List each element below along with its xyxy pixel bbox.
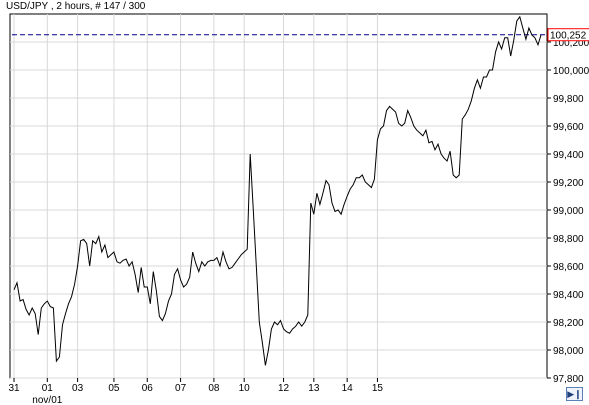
y-tick-label: 98,200 bbox=[553, 318, 584, 329]
y-tick-label: 99,200 bbox=[553, 178, 584, 189]
y-tick-label: 99,600 bbox=[553, 122, 584, 133]
current-price-badge: 100,252 bbox=[547, 28, 589, 42]
price-series bbox=[13, 15, 542, 366]
y-tick-label: 100,000 bbox=[553, 66, 589, 77]
scroll-to-end-icon: ▶❙ bbox=[567, 388, 582, 399]
price-badge-label: 100,252 bbox=[550, 31, 587, 42]
y-tick-label: 99,400 bbox=[553, 150, 584, 161]
y-tick-label: 98,800 bbox=[553, 234, 584, 245]
x-tick-label: 06 bbox=[142, 383, 154, 394]
x-tick-label: 13 bbox=[308, 383, 320, 394]
x-tick-label: 08 bbox=[208, 383, 220, 394]
y-tick-label: 99,000 bbox=[553, 206, 584, 217]
price-badge-box bbox=[547, 28, 589, 42]
y-tick-label: 98,000 bbox=[553, 346, 584, 357]
chart-header-title: USD/JPY , 2 hours, # 147 / 300 bbox=[6, 1, 146, 12]
grid-lines bbox=[10, 14, 547, 379]
scroll-to-end-button[interactable]: ▶❙ bbox=[566, 387, 583, 401]
plot-frame bbox=[9, 13, 548, 379]
x-tick-label: 14 bbox=[342, 383, 354, 394]
y-tick-label: 99,800 bbox=[553, 94, 584, 105]
y-tick-label: 98,400 bbox=[553, 290, 584, 301]
x-tick-label: 07 bbox=[175, 383, 187, 394]
x-tick-label: 31 bbox=[8, 383, 20, 394]
x-tick-label: 15 bbox=[372, 383, 384, 394]
x-tick-label: 12 bbox=[278, 383, 290, 394]
y-tick-label: 97,800 bbox=[553, 374, 584, 385]
x-date-label: nov/01 bbox=[32, 395, 62, 405]
y-tick-label: 98,600 bbox=[553, 262, 584, 273]
x-axis: 31 01 03 05 06 07 08 10 12 13 14 15 nov/01 bbox=[8, 378, 383, 405]
price-line bbox=[13, 15, 542, 366]
x-tick-label: 01 bbox=[42, 383, 54, 394]
x-tick-label: 10 bbox=[239, 383, 251, 394]
y-axis: 97,800 98,000 98,200 98,400 98,600 98,800 99,0… bbox=[547, 38, 589, 385]
x-tick-label: 05 bbox=[108, 383, 120, 394]
x-tick-label: 03 bbox=[72, 383, 84, 394]
y-tick-label: 100,200 bbox=[553, 38, 589, 49]
